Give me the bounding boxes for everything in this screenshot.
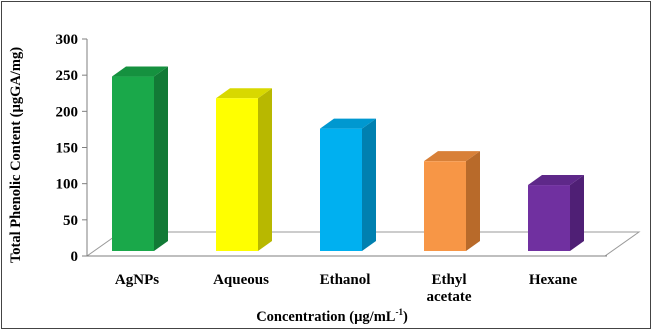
y-tick-label: 100 <box>56 177 79 193</box>
bar <box>424 151 480 251</box>
bar <box>320 118 376 251</box>
category-labels: AgNPs Aqueous Ethanol Ethyl acetate Hexane <box>115 272 578 305</box>
bar-top <box>216 88 272 99</box>
category-label-line: Ethanol <box>320 272 371 288</box>
y-axis: 0 50 100 150 200 250 300 <box>56 32 607 265</box>
bar-top <box>320 118 376 129</box>
bar-top <box>112 66 168 77</box>
category-label-line: Hexane <box>529 272 578 288</box>
bar-top <box>528 175 584 186</box>
bar-chart: 0 50 100 150 200 250 300 AgNPs Aqueous Ethanol Et… <box>8 32 641 325</box>
bar-side <box>466 151 480 251</box>
y-tick-label: 150 <box>56 141 79 157</box>
bar-side <box>362 118 376 251</box>
category-label: Ethanol <box>320 272 371 288</box>
y-tick-label: 200 <box>56 104 79 120</box>
y-tick-label: 250 <box>56 68 79 84</box>
x-axis-title-close: ) <box>403 309 408 325</box>
category-label: Ethyl acetate <box>427 272 472 305</box>
bar-side <box>570 175 584 251</box>
category-label-line: acetate <box>427 289 472 305</box>
bar-side <box>258 88 272 251</box>
category-label: AgNPs <box>115 272 159 288</box>
category-label-line: Aqueous <box>213 272 269 288</box>
bar-top <box>424 151 480 162</box>
bar-front <box>320 128 362 251</box>
y-tick-label: 50 <box>63 213 78 229</box>
bar-front <box>216 98 258 251</box>
bar-front <box>424 161 466 251</box>
bar <box>112 66 168 251</box>
x-axis-title-sup: -1 <box>395 307 403 317</box>
category-label-line: Ethyl <box>431 272 466 288</box>
bars <box>112 66 584 251</box>
y-tick-label: 300 <box>56 32 79 48</box>
category-label: Hexane <box>529 272 578 288</box>
y-tick-label: 0 <box>71 249 79 265</box>
chart-frame: 0 50 100 150 200 250 300 AgNPs Aqueous Ethanol Et… <box>1 1 651 329</box>
bar-side <box>154 66 168 251</box>
y-axis-title: Total Phenolic Content (µgGA/mg) <box>8 47 24 263</box>
bar-front <box>528 185 570 251</box>
bar-front <box>112 76 154 251</box>
category-label: Aqueous <box>213 272 269 288</box>
category-label-line: AgNPs <box>115 272 159 288</box>
bar <box>216 88 272 251</box>
x-axis-title-main: Concentration (µg/mL <box>256 309 396 325</box>
x-axis-title: Concentration (µg/mL-1) <box>256 307 408 325</box>
bar <box>528 175 584 251</box>
